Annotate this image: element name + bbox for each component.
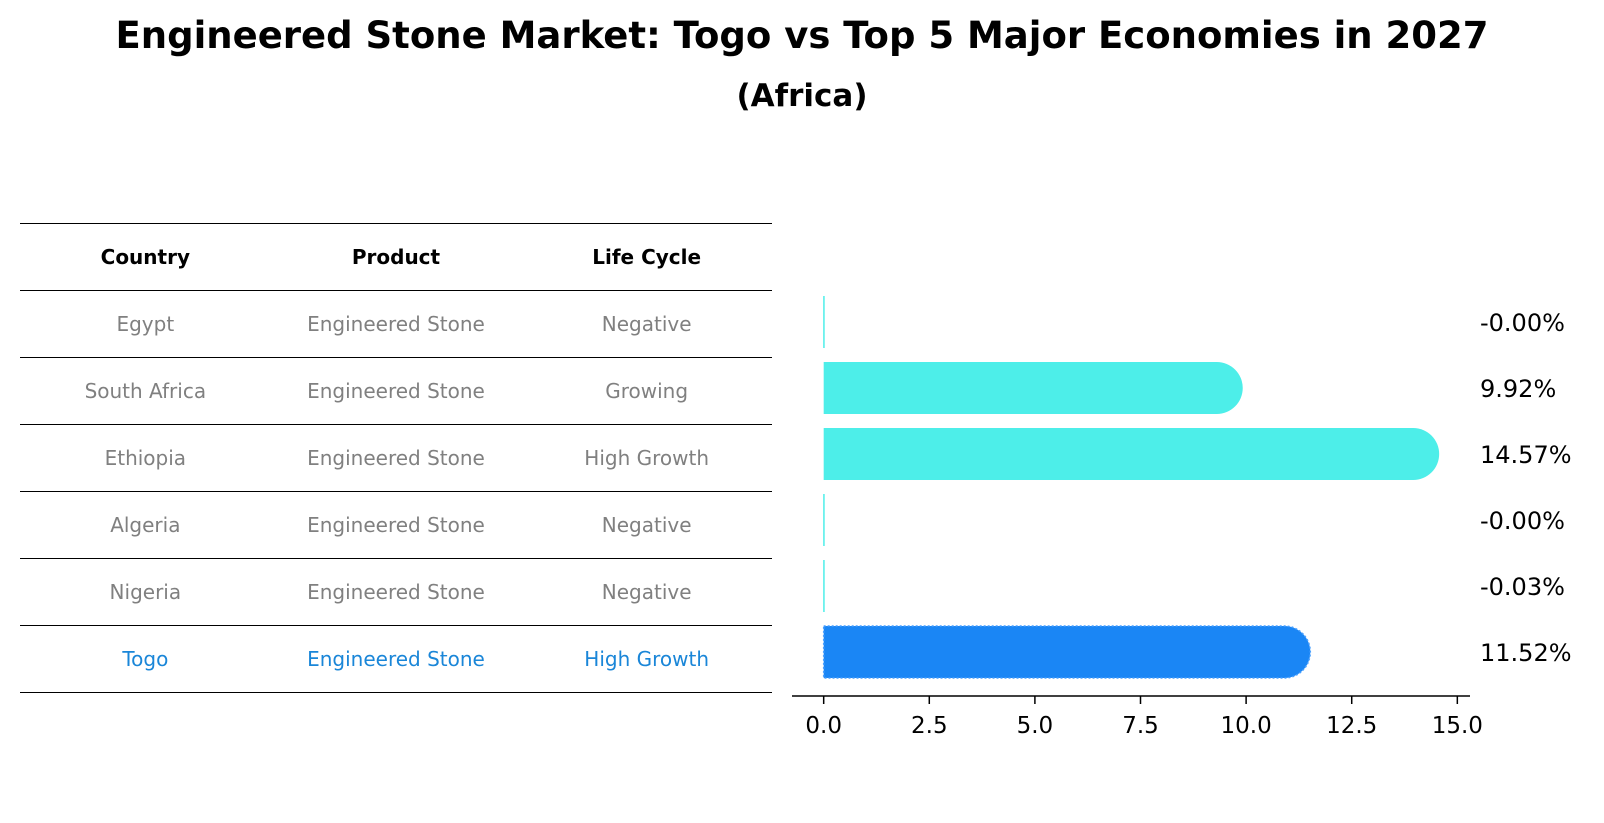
table-row: Nigeria Engineered Stone Negative	[20, 558, 772, 626]
cell-country: Togo	[20, 625, 271, 693]
cell-product: Engineered Stone	[270, 290, 522, 358]
cell-life-cycle: High Growth	[521, 625, 772, 693]
cell-life-cycle: Negative	[521, 558, 772, 626]
cell-product: Engineered Stone	[270, 625, 522, 693]
cell-product: Engineered Stone	[270, 558, 522, 626]
cell-country: Egypt	[20, 290, 271, 358]
x-tick-label: 15.0	[1432, 713, 1483, 739]
value-label: -0.00%	[1480, 507, 1565, 535]
value-label: 14.57%	[1480, 441, 1572, 469]
chart-subtitle: (Africa)	[736, 78, 868, 114]
cell-product: Engineered Stone	[270, 491, 522, 559]
chart-title: Engineered Stone Market: Togo vs Top 5 M…	[115, 14, 1489, 57]
country-table: Country Product Life Cycle Egypt Enginee…	[20, 223, 772, 693]
value-label: -0.03%	[1480, 573, 1565, 601]
cell-country: Ethiopia	[20, 424, 271, 492]
bar	[823, 560, 825, 612]
cell-country: Nigeria	[20, 558, 271, 626]
header-product: Product	[270, 223, 522, 291]
x-tick-label: 7.5	[1122, 713, 1159, 739]
cell-product: Engineered Stone	[270, 357, 522, 425]
cell-country: South Africa	[20, 357, 271, 425]
table-header-row: Country Product Life Cycle	[20, 223, 772, 291]
bar	[823, 362, 1243, 414]
cell-life-cycle: High Growth	[521, 424, 772, 492]
value-label: 11.52%	[1480, 639, 1572, 667]
table-row: Egypt Engineered Stone Negative	[20, 290, 772, 358]
header-country: Country	[20, 223, 271, 291]
table-row: South Africa Engineered Stone Growing	[20, 357, 772, 425]
cell-life-cycle: Negative	[521, 290, 772, 358]
header-life-cycle: Life Cycle	[521, 223, 772, 291]
cell-country: Algeria	[20, 491, 271, 559]
cell-product: Engineered Stone	[270, 424, 522, 492]
table-row-highlight: Togo Engineered Stone High Growth	[20, 625, 772, 693]
x-tick-label: 12.5	[1326, 713, 1377, 739]
table-row: Algeria Engineered Stone Negative	[20, 491, 772, 559]
x-tick-label: 0.0	[805, 713, 842, 739]
bar	[823, 296, 825, 348]
cell-life-cycle: Negative	[521, 491, 772, 559]
value-label: -0.00%	[1480, 309, 1565, 337]
bar	[823, 494, 825, 546]
bar	[822, 625, 1312, 679]
table-row: Ethiopia Engineered Stone High Growth	[20, 424, 772, 492]
x-tick-label: 2.5	[911, 713, 948, 739]
value-label: 9.92%	[1480, 375, 1556, 403]
x-tick-label: 5.0	[1017, 713, 1054, 739]
bar	[823, 428, 1440, 480]
x-tick-label: 10.0	[1221, 713, 1272, 739]
